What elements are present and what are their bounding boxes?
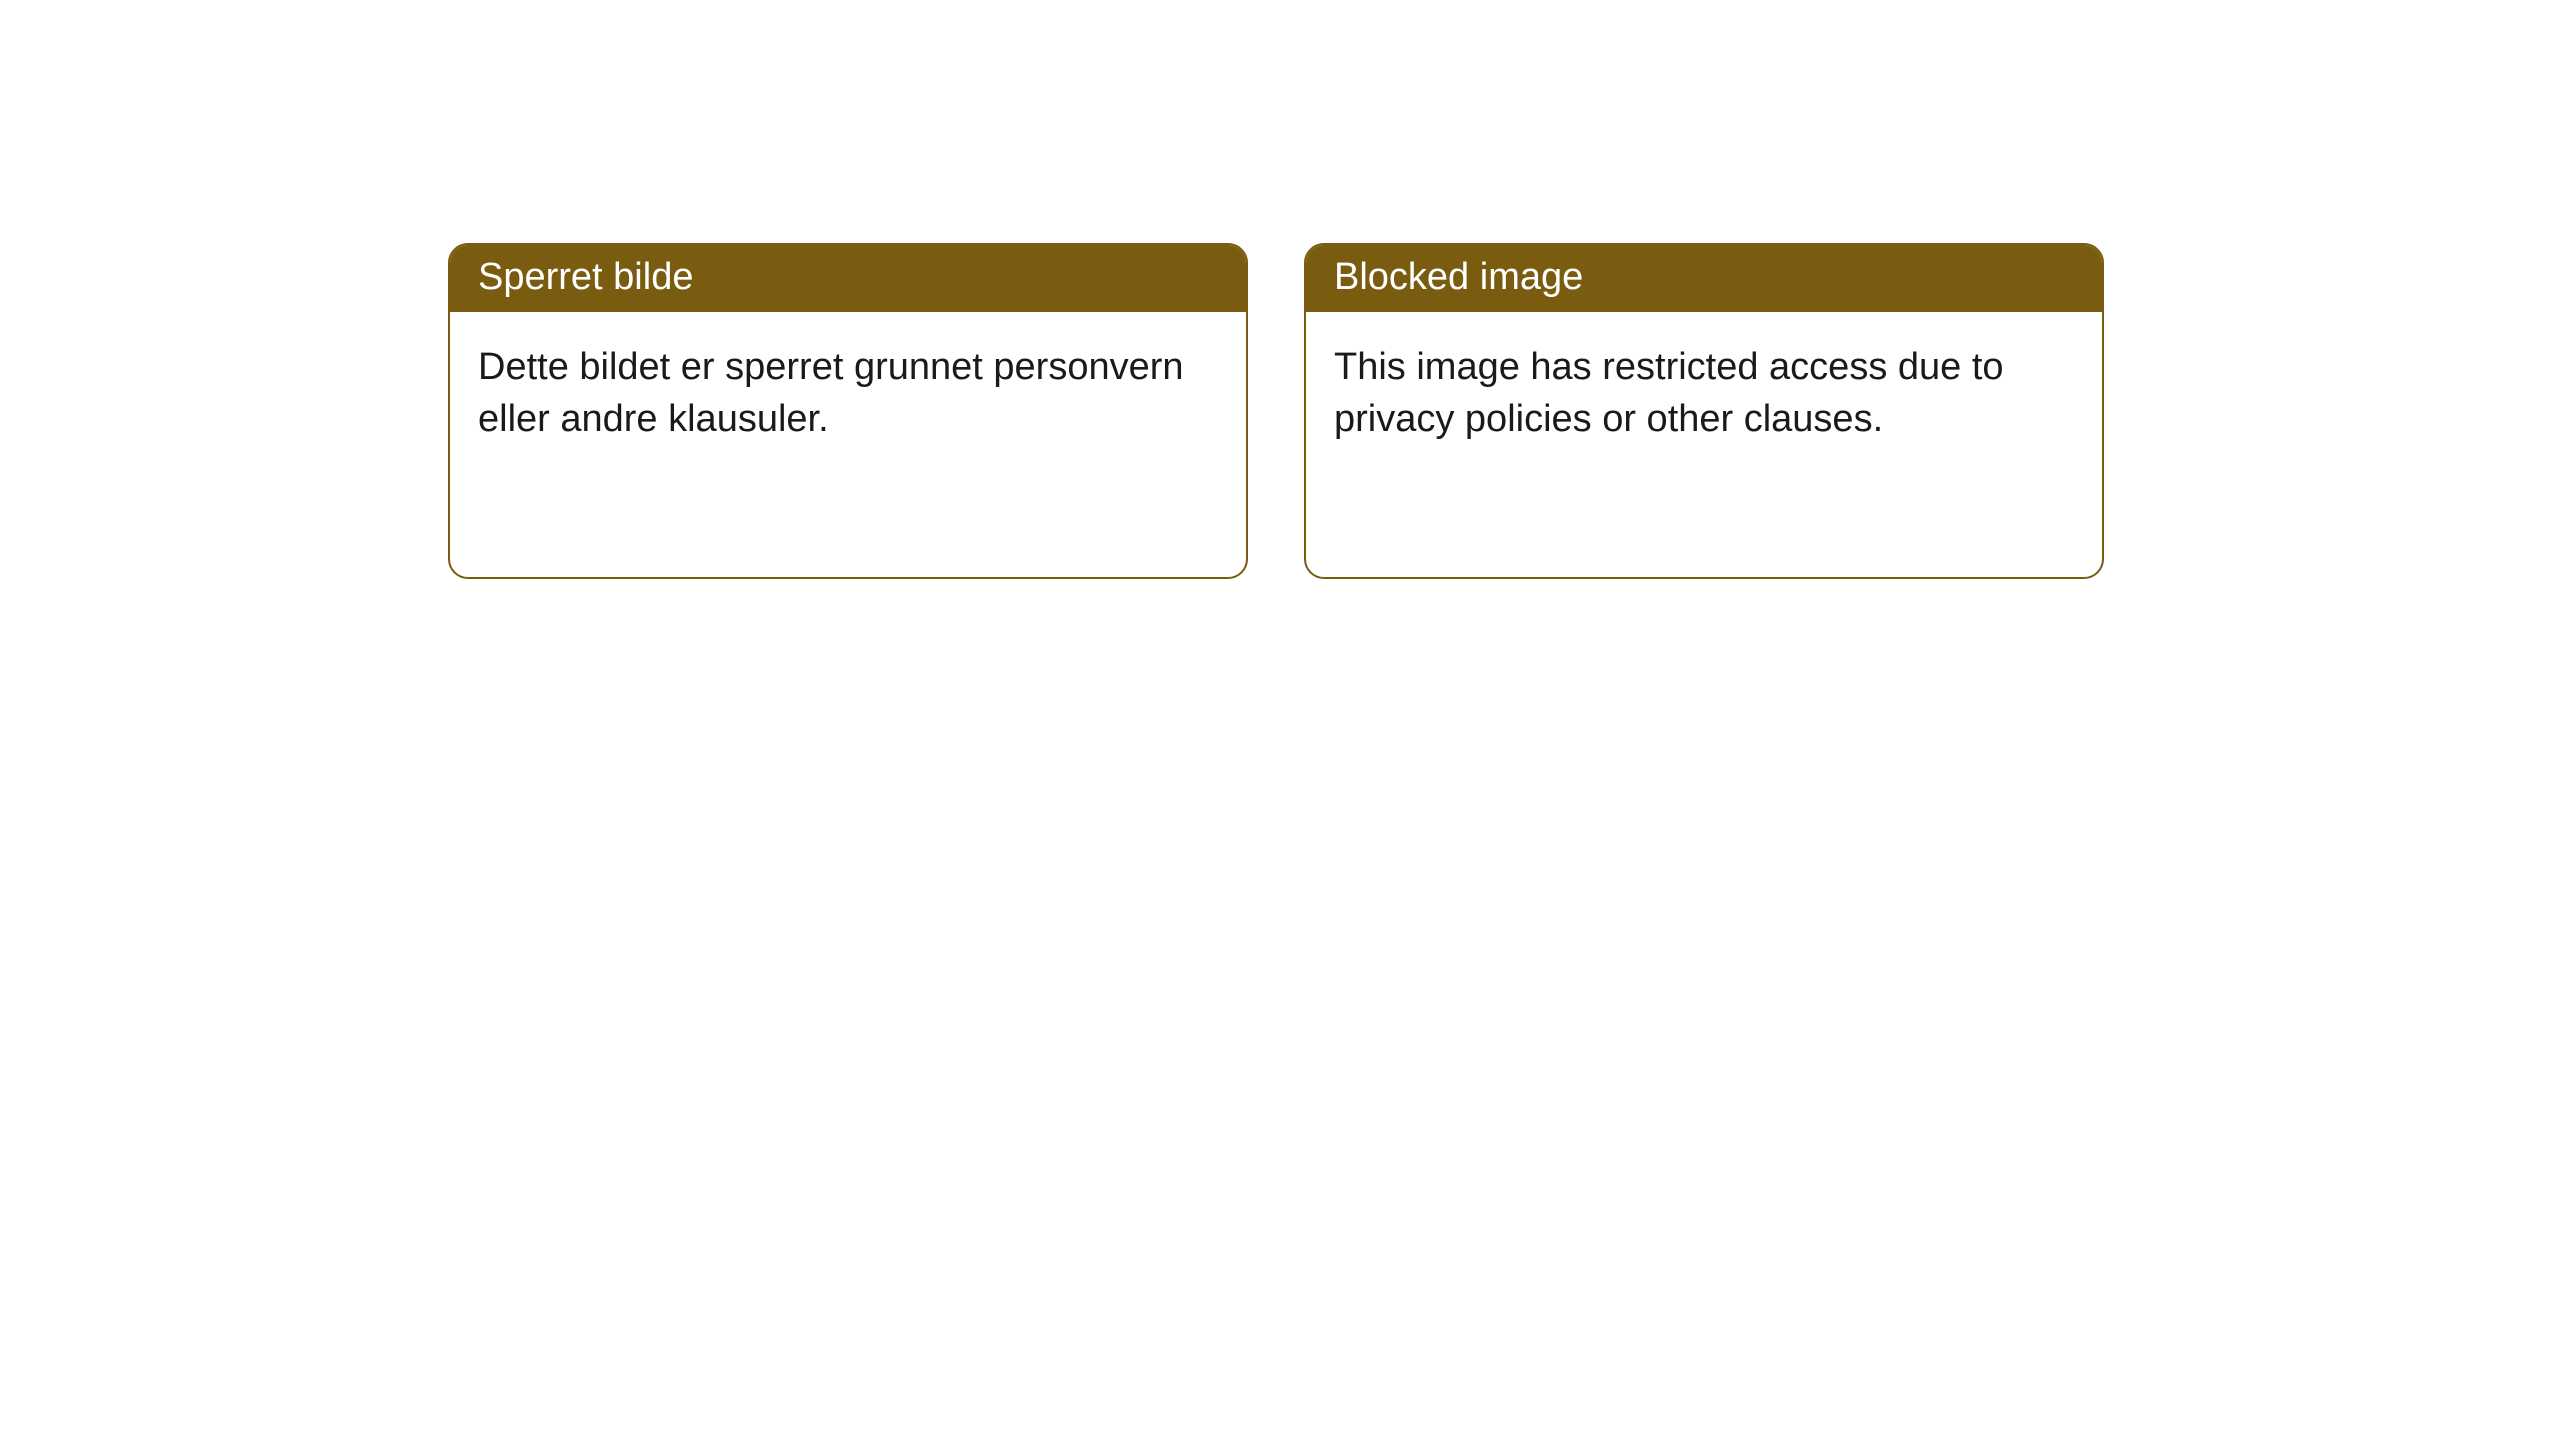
notice-container: Sperret bilde Dette bildet er sperret gr… (0, 0, 2560, 579)
card-body: Dette bildet er sperret grunnet personve… (450, 312, 1246, 475)
notice-card-english: Blocked image This image has restricted … (1304, 243, 2104, 579)
card-body: This image has restricted access due to … (1306, 312, 2102, 475)
notice-card-norwegian: Sperret bilde Dette bildet er sperret gr… (448, 243, 1248, 579)
card-title: Blocked image (1306, 245, 2102, 312)
card-title: Sperret bilde (450, 245, 1246, 312)
